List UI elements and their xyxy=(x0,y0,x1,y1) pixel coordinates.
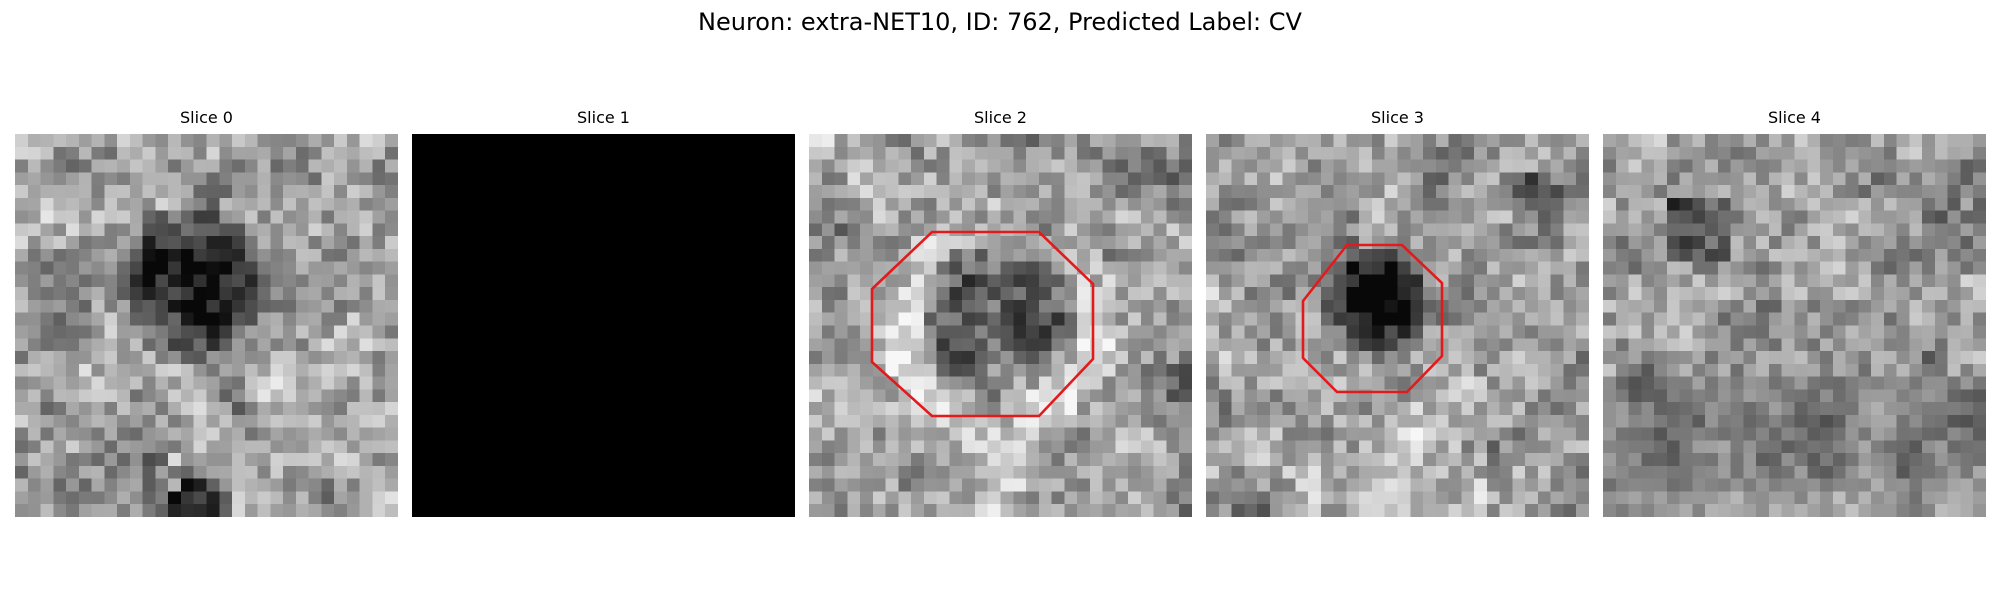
slice-image-1 xyxy=(412,134,795,517)
slice-image-2 xyxy=(809,134,1192,517)
slice-title-0: Slice 0 xyxy=(180,108,233,127)
slice-canvas-1 xyxy=(412,134,795,517)
slice-panel-2: Slice 2 xyxy=(809,108,1192,517)
slice-title-4: Slice 4 xyxy=(1768,108,1821,127)
cell-outline-2 xyxy=(870,230,1095,418)
slice-image-3 xyxy=(1206,134,1589,517)
slice-canvas-4 xyxy=(1603,134,1986,517)
slice-panel-1: Slice 1 xyxy=(412,108,795,517)
cell-outline-3 xyxy=(1301,243,1444,394)
slice-image-4 xyxy=(1603,134,1986,517)
slice-image-0 xyxy=(15,134,398,517)
slice-title-3: Slice 3 xyxy=(1371,108,1424,127)
slice-title-1: Slice 1 xyxy=(577,108,630,127)
slice-title-2: Slice 2 xyxy=(974,108,1027,127)
slice-canvas-3 xyxy=(1206,134,1589,517)
slice-canvas-0 xyxy=(15,134,398,517)
slice-panel-3: Slice 3 xyxy=(1206,108,1589,517)
figure-title: Neuron: extra-NET10, ID: 762, Predicted … xyxy=(698,8,1302,36)
slice-panel-0: Slice 0 xyxy=(15,108,398,517)
slice-panel-4: Slice 4 xyxy=(1603,108,1986,517)
